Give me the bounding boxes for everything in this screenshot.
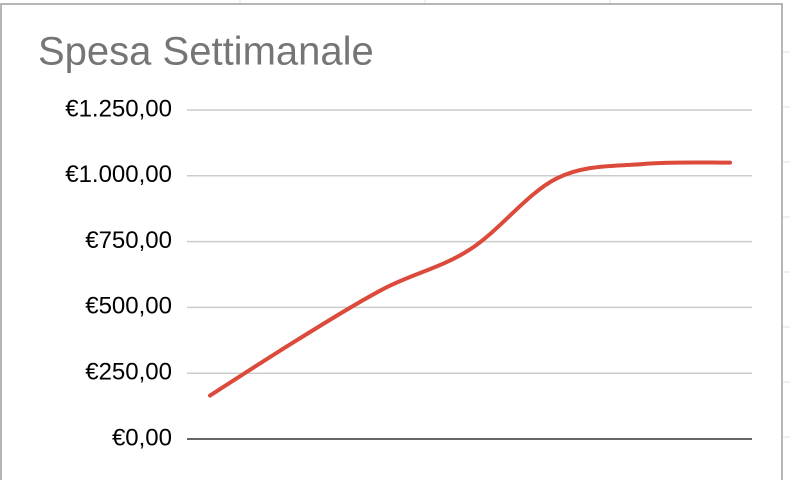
y-tick-label: €250,00 xyxy=(85,359,172,386)
y-tick-label: €1.000,00 xyxy=(65,161,172,188)
chart-frame xyxy=(0,3,783,485)
y-tick-label: €0,00 xyxy=(112,424,172,451)
chart-title: Spesa Settimanale xyxy=(38,30,374,74)
y-tick-label: €750,00 xyxy=(85,227,172,254)
series-line xyxy=(208,160,732,398)
sheet-grid xyxy=(239,0,790,438)
y-tick-label: €1.250,00 xyxy=(65,95,172,122)
y-tick-label: €500,00 xyxy=(85,293,172,320)
